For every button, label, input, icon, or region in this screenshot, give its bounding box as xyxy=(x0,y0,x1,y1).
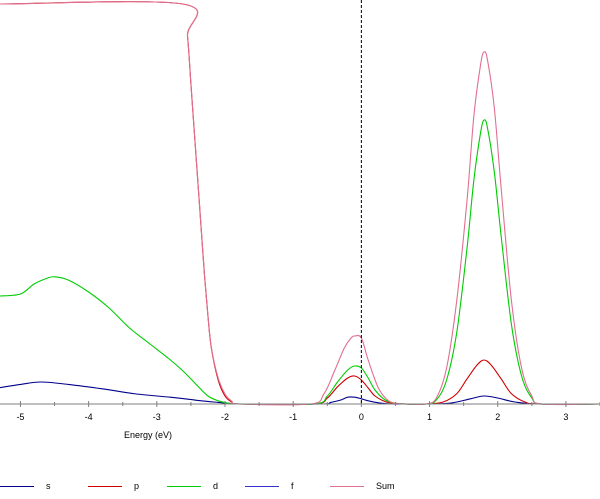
legend-item-f: f xyxy=(245,478,294,494)
legend-label: f xyxy=(291,481,294,491)
x-tick-label: -3 xyxy=(153,412,161,422)
legend-item-s: s xyxy=(0,478,51,494)
x-tick-label: 0 xyxy=(359,412,364,422)
x-tick-label: -5 xyxy=(16,412,24,422)
x-tick-label: 1 xyxy=(427,412,432,422)
x-axis-title: Energy (eV) xyxy=(124,430,172,440)
legend-label: d xyxy=(213,481,219,491)
legend-item-d: d xyxy=(167,478,218,494)
series-layer xyxy=(0,1,600,406)
legend-swatch xyxy=(167,485,201,487)
legend-swatch xyxy=(330,485,364,487)
legend-swatch xyxy=(88,485,122,487)
x-tick-label: 2 xyxy=(495,412,500,422)
x-tick-label: -1 xyxy=(289,412,297,422)
legend-label: s xyxy=(46,481,51,491)
x-tick-label: -4 xyxy=(85,412,93,422)
legend-item-sum: Sum xyxy=(330,478,395,494)
x-ticks: -5 -4 -3 -2 -1 0 1 2 3 xyxy=(16,401,600,422)
legend: s p d f Sum xyxy=(0,478,600,494)
legend-swatch xyxy=(245,485,279,487)
x-tick-label: 3 xyxy=(563,412,568,422)
x-tick-label: -2 xyxy=(221,412,229,422)
legend-label: Sum xyxy=(376,481,395,491)
legend-label: p xyxy=(134,481,140,491)
series-line-d xyxy=(0,119,600,406)
legend-swatch xyxy=(0,485,34,487)
legend-item-p: p xyxy=(88,478,139,494)
series-line-p xyxy=(0,1,600,406)
series-line-s xyxy=(0,381,600,405)
series-line-sum xyxy=(0,1,600,406)
